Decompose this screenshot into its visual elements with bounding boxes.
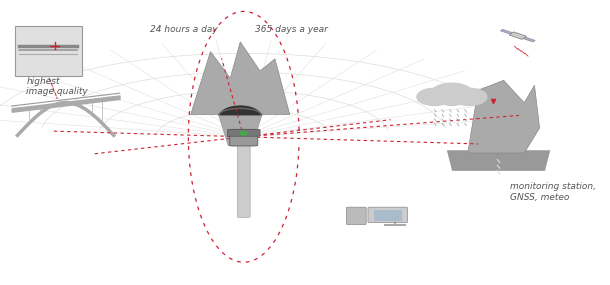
Polygon shape [509,32,526,39]
Polygon shape [191,42,290,115]
Polygon shape [468,80,540,153]
FancyBboxPatch shape [237,142,250,217]
Wedge shape [220,105,261,115]
Circle shape [417,88,452,105]
Circle shape [240,132,247,135]
Text: 24 hours a day: 24 hours a day [150,25,218,34]
Circle shape [452,88,487,105]
FancyBboxPatch shape [15,26,82,76]
Text: 365 days a year: 365 days a year [255,25,328,34]
Text: monitoring station,
GNSS, meteo: monitoring station, GNSS, meteo [510,182,596,202]
Circle shape [431,83,473,104]
FancyBboxPatch shape [374,210,403,221]
Polygon shape [447,150,550,171]
FancyBboxPatch shape [346,207,366,225]
Polygon shape [523,37,535,42]
Polygon shape [500,29,512,34]
Circle shape [437,91,467,105]
FancyBboxPatch shape [16,27,84,76]
Text: highest
image quality: highest image quality [26,77,88,96]
FancyBboxPatch shape [228,129,260,136]
FancyBboxPatch shape [230,129,258,146]
FancyBboxPatch shape [368,207,407,223]
Polygon shape [219,115,262,146]
